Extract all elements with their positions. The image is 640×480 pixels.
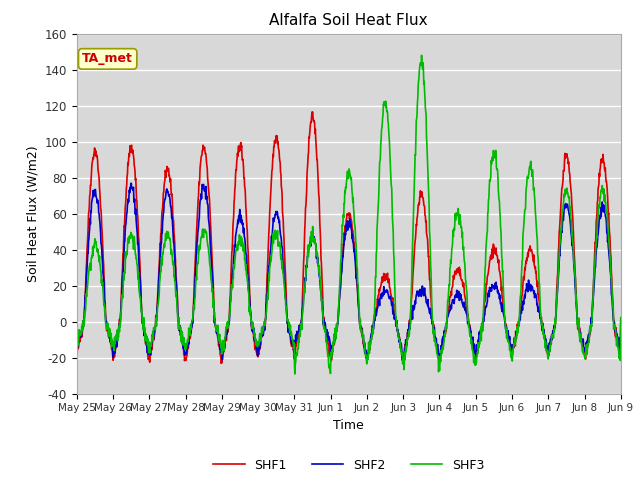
Text: TA_met: TA_met <box>82 52 133 65</box>
SHF1 <box>194 204 202 210</box>
SHF2 <box>195 227 202 232</box>
SHF1 <box>73 350 81 356</box>
SHF3 <box>505 340 513 346</box>
SHF2 <box>127 180 135 186</box>
SHF3 <box>434 355 442 360</box>
SHF3 <box>617 315 625 321</box>
Title: Alfalfa Soil Heat Flux: Alfalfa Soil Heat Flux <box>269 13 428 28</box>
SHF1 <box>505 337 513 343</box>
SHF1 <box>218 360 225 366</box>
SHF2 <box>553 293 561 299</box>
SHF3 <box>255 343 262 348</box>
Legend: SHF1, SHF2, SHF3: SHF1, SHF2, SHF3 <box>209 454 489 477</box>
Line: SHF3: SHF3 <box>77 55 621 374</box>
SHF1 <box>255 351 263 357</box>
SHF2 <box>617 318 625 324</box>
SHF1 <box>180 358 188 363</box>
SHF3 <box>291 371 299 377</box>
SHF3 <box>553 293 561 299</box>
SHF3 <box>194 260 202 266</box>
SHF2 <box>505 335 513 341</box>
Line: SHF1: SHF1 <box>77 112 621 363</box>
SHF2 <box>434 342 442 348</box>
SHF2 <box>181 352 189 358</box>
SHF1 <box>617 317 625 323</box>
SHF3 <box>180 343 188 348</box>
SHF1 <box>434 347 442 352</box>
Line: SHF2: SHF2 <box>77 183 621 362</box>
SHF2 <box>363 359 371 365</box>
Y-axis label: Soil Heat Flux (W/m2): Soil Heat Flux (W/m2) <box>26 145 39 282</box>
SHF1 <box>308 109 316 115</box>
SHF3 <box>418 52 426 58</box>
SHF2 <box>255 340 263 346</box>
SHF1 <box>553 283 561 288</box>
X-axis label: Time: Time <box>333 419 364 432</box>
SHF2 <box>73 345 81 351</box>
SHF3 <box>73 343 81 349</box>
